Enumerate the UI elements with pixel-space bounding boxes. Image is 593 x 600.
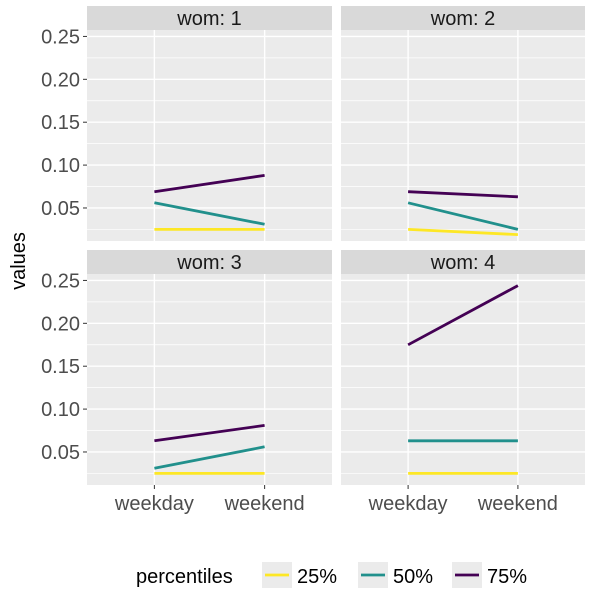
x-tick-label: weekday xyxy=(114,493,194,515)
x-tick-label: weekday xyxy=(368,493,448,515)
facet-strip xyxy=(87,6,332,30)
y-tick-label: 0.20 xyxy=(41,69,80,91)
y-tick-label: 0.20 xyxy=(41,313,80,335)
y-tick-label: 0.05 xyxy=(41,198,80,220)
facet-panel-wom-4: wom: 4 xyxy=(341,250,585,485)
series-line-75pct xyxy=(154,174,265,194)
y-axes: 0.05 0.10 0.15 0.20 0.25 0.05 0.10 0.15 0.20 0.25 xyxy=(41,26,87,464)
legend-item-50pct: 50% xyxy=(358,562,433,588)
series-line-50pct xyxy=(154,445,265,470)
series-line-75pct xyxy=(408,190,518,199)
series-line-50pct xyxy=(407,201,519,231)
facet-strip xyxy=(341,6,585,30)
facet-strip xyxy=(341,250,585,274)
legend-label: 50% xyxy=(393,566,433,588)
legend: percentiles 25% 50% 75% xyxy=(136,562,527,588)
facet-panels: wom: 1 wom: 2 wom: 3 wom: 4 xyxy=(87,6,585,485)
y-tick-label: 0.15 xyxy=(41,112,80,134)
facet-strip xyxy=(87,250,332,274)
y-axis-title: values xyxy=(8,232,30,290)
facet-panel-wom-3: wom: 3 xyxy=(87,250,332,485)
x-tick-label: weekend xyxy=(224,493,305,515)
panel-background xyxy=(341,30,585,241)
x-tick-label: weekend xyxy=(477,493,558,515)
facet-strip-label: wom: 3 xyxy=(176,252,241,274)
y-tick-label: 0.05 xyxy=(41,442,80,464)
series-line-50pct xyxy=(154,201,265,226)
legend-item-75pct: 75% xyxy=(452,562,527,588)
legend-label: 25% xyxy=(297,566,337,588)
y-tick-label: 0.25 xyxy=(41,26,80,48)
facet-strip-label: wom: 4 xyxy=(430,252,495,274)
legend-item-25pct: 25% xyxy=(262,562,337,588)
facet-panel-wom-1: wom: 1 xyxy=(87,6,332,241)
facet-panel-wom-2: wom: 2 xyxy=(341,6,585,241)
series-line-75pct xyxy=(154,424,265,443)
y-tick-label: 0.10 xyxy=(41,399,80,421)
facet-strip-label: wom: 2 xyxy=(430,8,495,30)
panel-background xyxy=(341,274,585,485)
legend-label: 75% xyxy=(487,566,527,588)
x-axes: weekday weekend weekday weekend xyxy=(114,485,558,515)
y-tick-label: 0.15 xyxy=(41,356,80,378)
y-tick-label: 0.10 xyxy=(41,155,80,177)
panel-background xyxy=(87,274,332,485)
panel-background xyxy=(87,30,332,241)
y-tick-label: 0.25 xyxy=(41,270,80,292)
legend-title: percentiles xyxy=(136,566,233,588)
facet-strip-label: wom: 1 xyxy=(176,8,241,30)
series-line-25pct xyxy=(408,228,518,236)
series-line-75pct xyxy=(407,284,519,347)
